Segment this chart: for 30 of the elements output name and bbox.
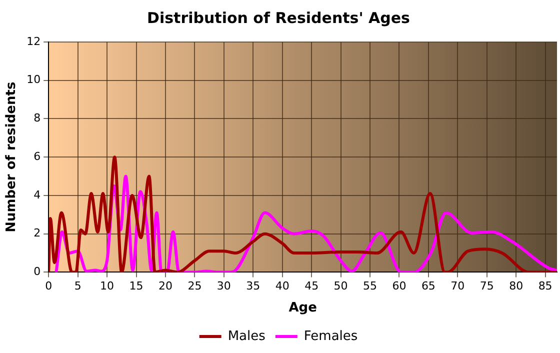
x-tick-label: 60 <box>392 280 406 293</box>
x-axis-title: Age <box>288 300 318 316</box>
x-tick-label: 25 <box>188 280 202 293</box>
legend-label: Males <box>228 328 266 344</box>
x-tick-label: 5 <box>74 280 82 293</box>
y-tick-label: 0 <box>34 265 41 278</box>
chart-title: Distribution of Residents' Ages <box>147 8 410 27</box>
y-tick-label: 12 <box>26 34 41 48</box>
x-tick-label: 70 <box>450 280 465 293</box>
x-tick-label: 0 <box>45 280 52 293</box>
x-tick-label: 30 <box>216 280 231 293</box>
x-tick-label: 20 <box>158 280 172 293</box>
legend-label: Females <box>304 328 358 344</box>
y-tick-label: 8 <box>34 112 41 125</box>
x-tick-label: 15 <box>129 280 144 293</box>
y-tick-label: 10 <box>26 73 41 86</box>
x-tick-label: 45 <box>304 280 319 293</box>
x-tick-label: 55 <box>363 280 377 293</box>
x-tick-label: 40 <box>275 280 290 293</box>
x-tick-label: 65 <box>421 280 436 293</box>
x-tick-label: 50 <box>334 280 348 293</box>
y-tick-label: 2 <box>34 226 41 240</box>
y-axis-title: Number of residents <box>4 82 20 232</box>
x-tick-label: 85 <box>538 280 552 293</box>
x-tick-label: 75 <box>480 280 494 293</box>
y-tick-label: 6 <box>34 150 41 163</box>
x-tick-label: 10 <box>100 280 114 293</box>
y-tick-label: 4 <box>34 188 41 202</box>
x-tick-label: 35 <box>246 280 260 293</box>
x-tick-label: 80 <box>509 280 524 293</box>
